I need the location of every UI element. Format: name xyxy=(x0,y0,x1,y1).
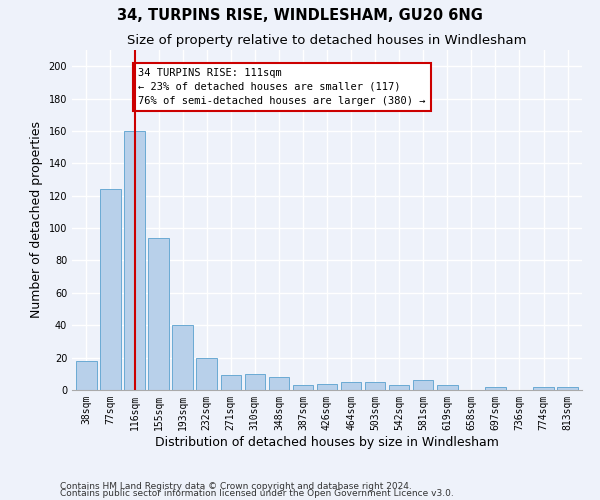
Bar xyxy=(196,358,217,390)
Bar xyxy=(148,238,169,390)
Bar xyxy=(172,325,193,390)
Bar xyxy=(245,374,265,390)
Text: Contains HM Land Registry data © Crown copyright and database right 2024.: Contains HM Land Registry data © Crown c… xyxy=(60,482,412,491)
Title: Size of property relative to detached houses in Windlesham: Size of property relative to detached ho… xyxy=(127,34,527,48)
Bar xyxy=(221,376,241,390)
Bar xyxy=(293,385,313,390)
Text: 34 TURPINS RISE: 111sqm
← 23% of detached houses are smaller (117)
76% of semi-d: 34 TURPINS RISE: 111sqm ← 23% of detache… xyxy=(138,68,425,106)
Text: Contains public sector information licensed under the Open Government Licence v3: Contains public sector information licen… xyxy=(60,490,454,498)
Bar xyxy=(533,387,554,390)
Bar xyxy=(485,387,506,390)
Bar xyxy=(341,382,361,390)
Bar xyxy=(389,385,409,390)
Bar xyxy=(437,385,458,390)
Bar xyxy=(269,377,289,390)
Bar xyxy=(124,131,145,390)
Text: 34, TURPINS RISE, WINDLESHAM, GU20 6NG: 34, TURPINS RISE, WINDLESHAM, GU20 6NG xyxy=(117,8,483,22)
X-axis label: Distribution of detached houses by size in Windlesham: Distribution of detached houses by size … xyxy=(155,436,499,448)
Bar xyxy=(413,380,433,390)
Bar xyxy=(317,384,337,390)
Bar xyxy=(365,382,385,390)
Bar xyxy=(557,387,578,390)
Bar xyxy=(76,361,97,390)
Bar xyxy=(100,189,121,390)
Y-axis label: Number of detached properties: Number of detached properties xyxy=(30,122,43,318)
